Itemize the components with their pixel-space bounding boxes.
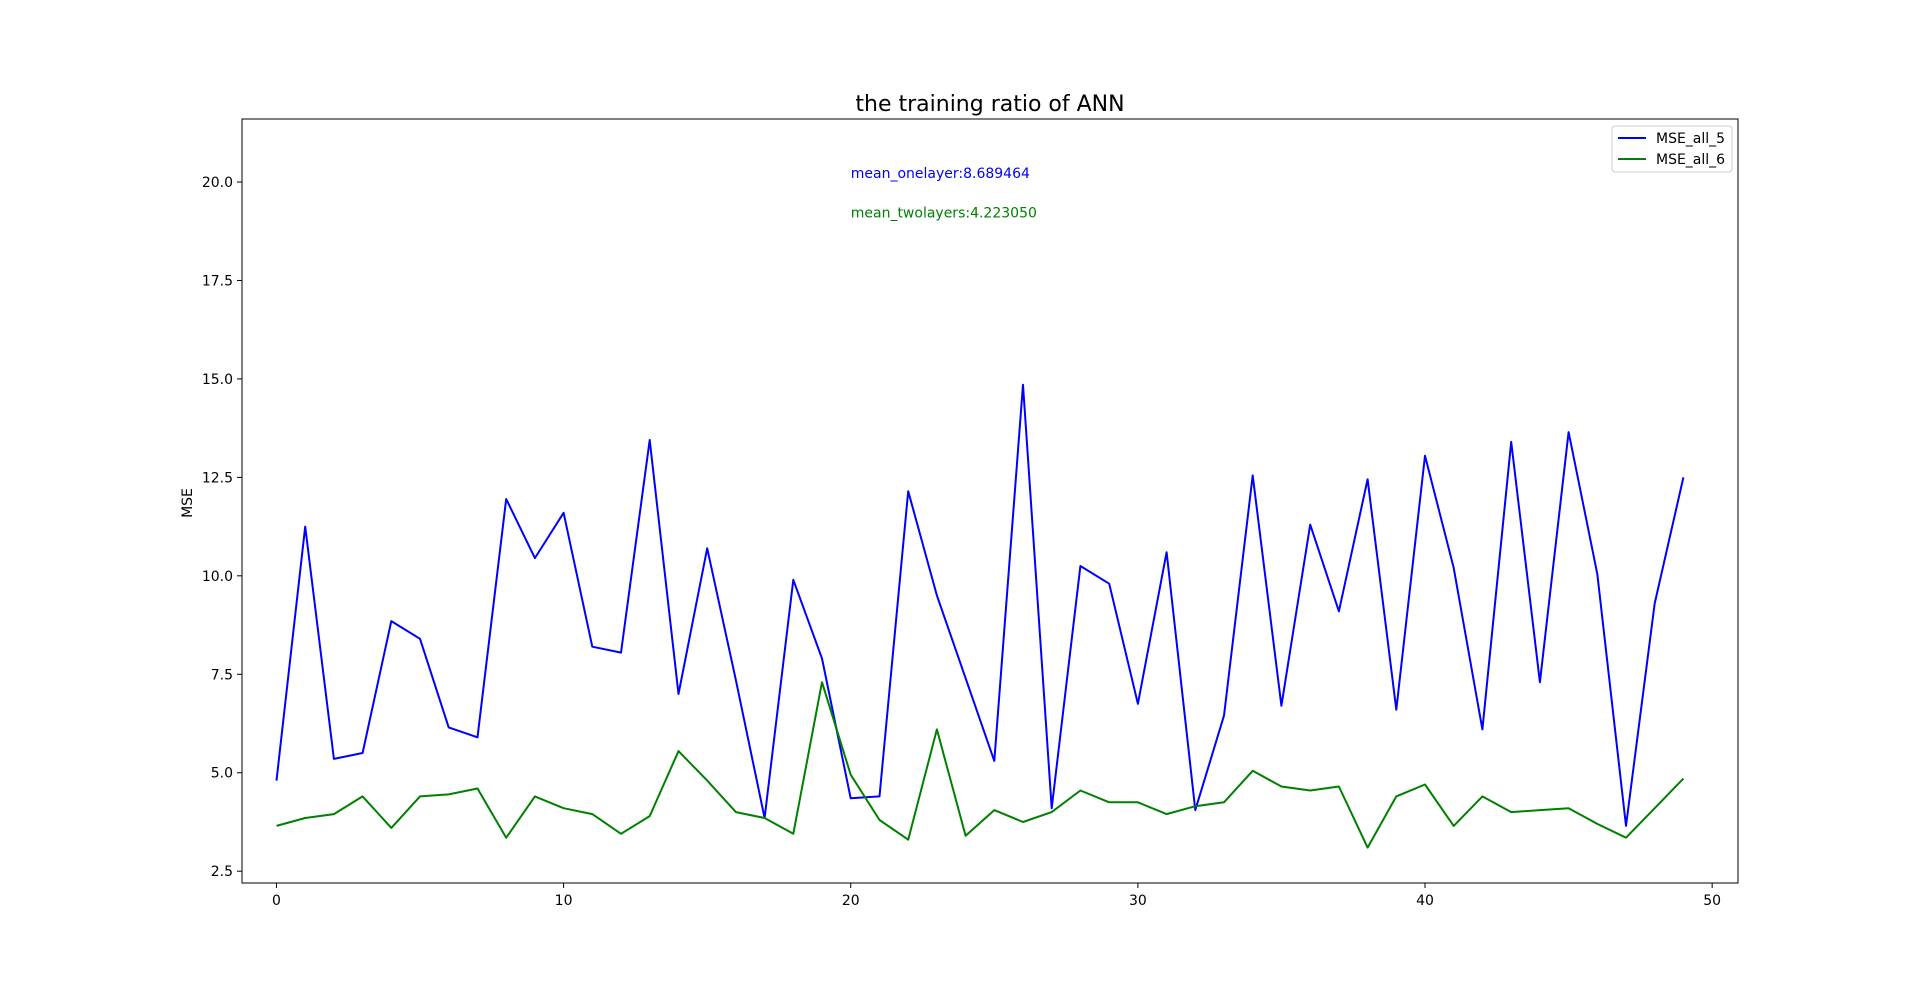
series-line-mse-all-5 <box>275 383 1685 827</box>
legend-label-mse-all-6: MSE_all_6 <box>1656 152 1725 168</box>
chart-title: the training ratio of ANN <box>855 92 1124 117</box>
y-tick-label: 20.0 <box>202 175 233 191</box>
x-tick-label: 30 <box>1129 893 1147 909</box>
legend: MSE_all_5 MSE_all_6 <box>1611 125 1733 173</box>
legend-label-mse-all-5: MSE_all_5 <box>1656 131 1725 147</box>
series-line-mse-all-6 <box>276 681 1685 849</box>
y-tick-label: 17.5 <box>202 273 233 289</box>
annotation-1: mean_onelayer:8.689464 <box>851 166 1030 182</box>
y-tick-label: 5.0 <box>211 766 233 782</box>
x-tick-label: 0 <box>272 893 281 909</box>
x-tick-label: 20 <box>842 893 860 909</box>
y-tick-label: 15.0 <box>202 372 233 388</box>
y-tick-label: 10.0 <box>202 569 233 585</box>
series-layer <box>275 383 1685 849</box>
y-axis-label: MSE <box>180 488 196 518</box>
tick-layer: 0 10 20 30 40 50 2.5 5.0 7.5 10.0 12.5 15.0 17.5 20.0 <box>202 175 1721 909</box>
annotation-2: mean_twolayers:4.223050 <box>851 205 1037 221</box>
x-tick-label: 40 <box>1416 893 1434 909</box>
annotation-layer: mean_onelayer:8.689464 mean_twolayers:4.2… <box>851 166 1037 221</box>
x-tick-label: 10 <box>555 893 573 909</box>
x-tick-label: 50 <box>1703 893 1721 909</box>
y-tick-label: 2.5 <box>211 864 233 880</box>
y-tick-label: 7.5 <box>211 667 233 683</box>
y-tick-label: 12.5 <box>202 470 233 486</box>
plot-area-frame <box>241 118 1739 884</box>
